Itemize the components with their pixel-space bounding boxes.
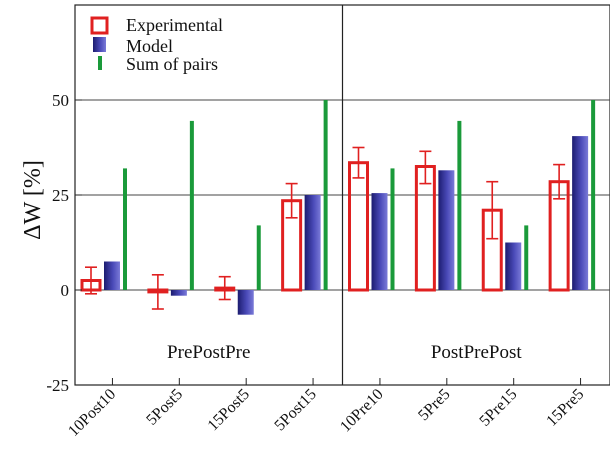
bar-model xyxy=(170,290,187,296)
bar-sum-of-pairs xyxy=(323,100,328,290)
panel-label: PrePostPre xyxy=(167,342,250,363)
bar-model xyxy=(237,290,254,315)
panel-labels: PrePostPre PostPrePost xyxy=(167,342,522,363)
x-tick-label: 5Pre15 xyxy=(476,386,520,430)
bar-sum-of-pairs xyxy=(591,100,596,290)
bar-model xyxy=(104,261,120,290)
panel-label: PostPrePost xyxy=(431,342,523,363)
bar-experimental xyxy=(348,161,369,292)
x-tick-label: 10Post10 xyxy=(65,386,119,440)
bar-model xyxy=(505,242,522,290)
bar-sum-of-pairs xyxy=(524,225,529,290)
y-ticks: -25 0 25 50 xyxy=(46,91,82,395)
bar-experimental xyxy=(414,165,436,292)
x-ticks: 10Post10 5Post5 15Post5 5Post15 10Pre10 5Pre5… xyxy=(65,378,587,440)
bar-model xyxy=(304,195,321,290)
legend-swatch-experimental xyxy=(90,16,109,35)
bar-sum-of-pairs xyxy=(123,168,127,290)
x-tick-label: 15Post5 xyxy=(205,386,253,434)
legend-swatch-model xyxy=(93,37,106,52)
legend: Experimental Model Sum of pairs xyxy=(90,15,223,74)
bar-sum-of-pairs xyxy=(457,120,462,291)
x-tick-label: 15Pre5 xyxy=(543,386,587,430)
x-tick-label: 5Pre5 xyxy=(415,386,453,424)
bar-sum-of-pairs xyxy=(256,225,261,290)
bar-model xyxy=(438,170,455,290)
y-tick-label: 50 xyxy=(52,91,69,110)
bar-sum-of-pairs xyxy=(189,120,194,291)
y-tick-label: 25 xyxy=(52,186,69,205)
legend-swatch-sum-of-pairs xyxy=(98,56,102,70)
legend-label-experimental: Experimental xyxy=(126,15,223,35)
legend-label-sum-of-pairs: Sum of pairs xyxy=(126,54,218,74)
y-tick-label: 0 xyxy=(61,281,70,300)
x-tick-label: 5Post15 xyxy=(271,386,319,434)
bar-model xyxy=(371,193,388,290)
bars xyxy=(80,100,596,315)
bar-model xyxy=(572,136,589,290)
bar-sum-of-pairs xyxy=(390,168,395,290)
legend-label-model: Model xyxy=(126,36,173,56)
x-tick-label: 10Pre10 xyxy=(337,386,387,436)
x-tick-label: 5Post5 xyxy=(143,386,186,429)
y-axis-label: ΔW [%] xyxy=(20,160,46,240)
y-tick-label: -25 xyxy=(46,376,69,395)
